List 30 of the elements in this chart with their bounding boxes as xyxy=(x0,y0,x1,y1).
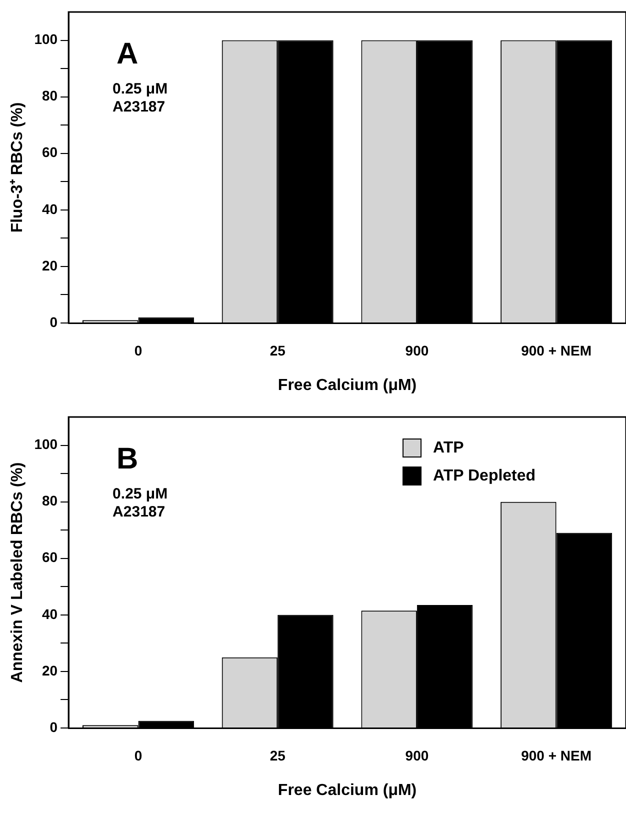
y-tick-label: 0 xyxy=(50,314,58,330)
x-axis-title: Free Calcium (μM) xyxy=(278,376,417,394)
y-axis-title: Annexin V Labeled RBCs (%) xyxy=(9,462,26,683)
x-tick-label: 900 xyxy=(405,747,429,764)
x-tick-label: 900 + NEM xyxy=(521,747,592,764)
legend-label: ATP Depleted xyxy=(433,467,536,484)
x-tick-label: 0 xyxy=(134,747,142,764)
y-tick-label: 80 xyxy=(42,492,58,509)
y-tick-label: 100 xyxy=(34,436,58,452)
annotation: 0.25 μM A23187 xyxy=(112,486,168,521)
x-tick-label: 25 xyxy=(270,747,286,764)
y-tick-label: 60 xyxy=(42,144,58,160)
annotation: B xyxy=(116,442,138,476)
annotation: A xyxy=(116,37,138,70)
y-tick-label: 0 xyxy=(50,718,58,735)
annotation: 0.25 μM A23187 xyxy=(112,80,168,116)
y-tick-label: 20 xyxy=(42,662,58,678)
y-tick-label: 40 xyxy=(42,200,58,217)
x-axis-title: Free Calcium (μM) xyxy=(278,782,417,799)
x-tick-label: 0 xyxy=(134,342,142,358)
y-tick-label: 40 xyxy=(42,606,58,622)
x-tick-label: 25 xyxy=(270,342,286,358)
y-axis-title: Fluo-3⁺ RBCs (%) xyxy=(9,102,26,233)
legend-label: ATP xyxy=(433,439,464,456)
y-tick-label: 60 xyxy=(42,549,58,566)
y-tick-label: 100 xyxy=(34,31,58,48)
x-tick-label: 900 + NEM xyxy=(521,342,592,358)
x-tick-label: 900 xyxy=(405,342,429,358)
y-tick-label: 80 xyxy=(42,88,58,104)
y-tick-label: 20 xyxy=(42,257,58,274)
